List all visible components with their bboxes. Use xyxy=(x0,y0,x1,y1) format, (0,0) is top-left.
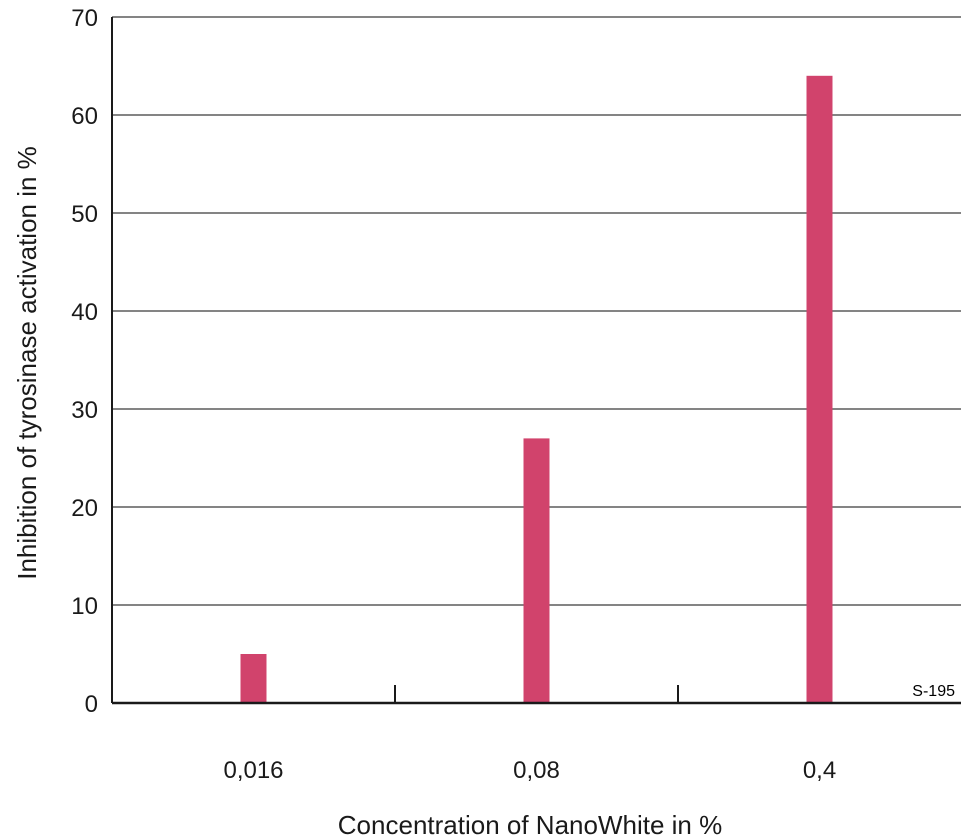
bar xyxy=(240,654,267,703)
y-tick-label: 10 xyxy=(71,593,98,620)
gridlines xyxy=(112,16,961,606)
chart-code-annotation: S-195 xyxy=(912,683,955,700)
y-tick-label: 30 xyxy=(71,397,98,424)
y-tick-label: 60 xyxy=(71,103,98,130)
bar xyxy=(806,75,833,704)
x-tick-label: 0,4 xyxy=(803,757,836,784)
bar xyxy=(523,438,550,703)
y-tick-label: 20 xyxy=(71,495,98,522)
x-axis-ticks xyxy=(394,685,679,703)
y-tick-label: 0 xyxy=(85,691,98,718)
y-tick-label: 70 xyxy=(71,5,98,32)
x-tick-label: 0,08 xyxy=(513,757,560,784)
y-tick-labels: 0 10 20 30 40 50 60 70 xyxy=(71,5,98,718)
bars xyxy=(240,75,833,704)
x-tick-labels: 0,016 0,08 0,4 xyxy=(223,757,836,784)
y-tick-label: 50 xyxy=(71,201,98,228)
y-axis-title: Inhibition of tyrosinase activation in % xyxy=(12,146,42,580)
x-tick-label: 0,016 xyxy=(223,757,283,784)
y-tick-label: 40 xyxy=(71,299,98,326)
x-axis-title: Concentration of NanoWhite in % xyxy=(338,810,722,838)
